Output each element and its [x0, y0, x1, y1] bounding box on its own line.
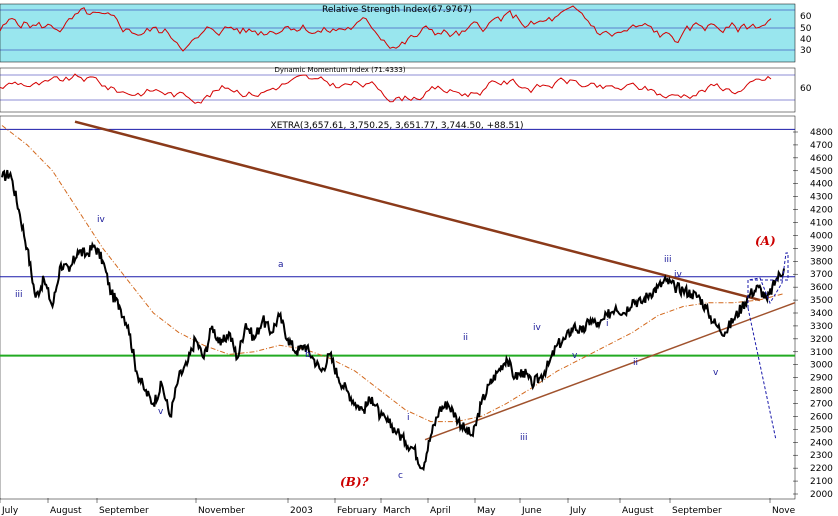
y-tick-label: 3200: [810, 335, 833, 345]
y-tick-label: 3800: [810, 257, 833, 267]
wave-label: iv: [674, 270, 683, 280]
y-tick-label: 2500: [810, 425, 833, 435]
y-tick-label: 4700: [810, 141, 833, 151]
x-tick-label: March: [383, 506, 410, 516]
rsi-panel: Relative Strength Index(67.9767) 60 50403…: [0, 3, 812, 63]
dmi-panel: Dynamic Momentum Index (71.4333) 60: [0, 66, 812, 113]
y-tick-label: 2400: [810, 438, 833, 448]
x-tick-label: November: [198, 506, 245, 516]
wave-label: v: [572, 351, 578, 361]
x-tick-label: September: [672, 506, 722, 516]
x-tick-label: July: [569, 506, 587, 516]
trendline-uptrend-support: [424, 301, 796, 441]
wave-label: c: [398, 471, 403, 481]
wave-label: b: [305, 350, 311, 360]
x-tick-label: July: [1, 506, 19, 516]
x-tick-label: August: [622, 506, 654, 516]
rsi-tick-label: 60: [800, 12, 812, 22]
y-tick-label: 4200: [810, 206, 833, 216]
dmi-background: [0, 67, 796, 113]
x-tick-label: September: [99, 506, 149, 516]
wave-label: ii: [633, 358, 638, 368]
projection-path: [747, 252, 789, 441]
dmi-tick-label: 60: [800, 84, 812, 94]
y-tick-label: 4100: [810, 219, 833, 229]
wave-label: (A): [755, 234, 776, 248]
wave-label: v: [158, 407, 164, 417]
wave-label: (B)?: [340, 475, 369, 489]
y-tick-label: 3900: [810, 244, 833, 254]
y-tick-label: 3400: [810, 309, 833, 319]
rsi-tick-label: 30: [800, 46, 812, 56]
y-tick-label: 4300: [810, 193, 833, 203]
dmi-title: Dynamic Momentum Index (71.4333): [274, 66, 405, 74]
y-tick-label: 2200: [810, 464, 833, 474]
wave-label: iii: [664, 255, 672, 265]
wave-label: iv: [97, 215, 106, 225]
y-tick-label: 4800: [810, 128, 833, 138]
main-background: [0, 115, 796, 500]
price-line: [1, 169, 785, 472]
y-tick-label: 3300: [810, 322, 833, 332]
rsi-tick-label: 50: [800, 24, 812, 34]
y-tick-label: 2800: [810, 387, 833, 397]
y-tick-label: 3600: [810, 283, 833, 293]
wave-label: iii: [15, 290, 23, 300]
x-tick-label: August: [50, 506, 82, 516]
rsi-series-line: [0, 5, 772, 52]
wave-label: i: [606, 319, 609, 329]
y-tick-label: 4600: [810, 154, 833, 164]
x-axis-ticks: July August September November 2003 February M…: [0, 498, 796, 516]
y-tick-label: 3700: [810, 270, 833, 280]
y-tick-label: 3000: [810, 361, 833, 371]
wave-label: ii: [463, 333, 468, 343]
y-tick-label: 2100: [810, 477, 833, 487]
x-tick-label: 2003: [290, 506, 313, 516]
y-tick-label: 2000: [810, 490, 833, 500]
moving-average-line: [1, 125, 785, 423]
main-panel: XETRA(3,657.61, 3,750.25, 3,651.77, 3,74…: [0, 115, 833, 516]
x-tick-label: Nove: [772, 506, 796, 516]
wave-label: i: [407, 413, 410, 423]
y-tick-label: 2900: [810, 374, 833, 384]
y-tick-label: 4500: [810, 167, 833, 177]
x-tick-label: April: [430, 506, 451, 516]
rsi-tick-label: 40: [800, 35, 812, 45]
wave-label: v: [713, 368, 719, 378]
y-tick-label: 2700: [810, 400, 833, 410]
trendline-long-downtrend: [74, 120, 761, 302]
y-tick-label: 2300: [810, 451, 833, 461]
dmi-series-line: [0, 73, 772, 104]
y-tick-label: 4000: [810, 231, 833, 241]
y-tick-label: 4400: [810, 180, 833, 190]
main-title: XETRA(3,657.61, 3,750.25, 3,651.77, 3,74…: [271, 121, 524, 131]
x-tick-label: February: [337, 506, 378, 516]
wave-label: iv: [533, 323, 542, 333]
wave-label: iii: [520, 433, 528, 443]
rsi-title: Relative Strength Index(67.9767): [322, 5, 472, 15]
x-tick-label: May: [477, 506, 496, 516]
y-tick-label: 3500: [810, 296, 833, 306]
y-axis-ticks: 4800 4700 4600 4500 4400 4300 4200 4100 4000 3900…: [793, 128, 833, 500]
wave-label: a: [278, 260, 284, 270]
dmi-tick-labels: 60: [800, 84, 812, 94]
y-tick-label: 2600: [810, 412, 833, 422]
x-tick-label: June: [521, 506, 542, 516]
y-tick-label: 3100: [810, 348, 833, 358]
